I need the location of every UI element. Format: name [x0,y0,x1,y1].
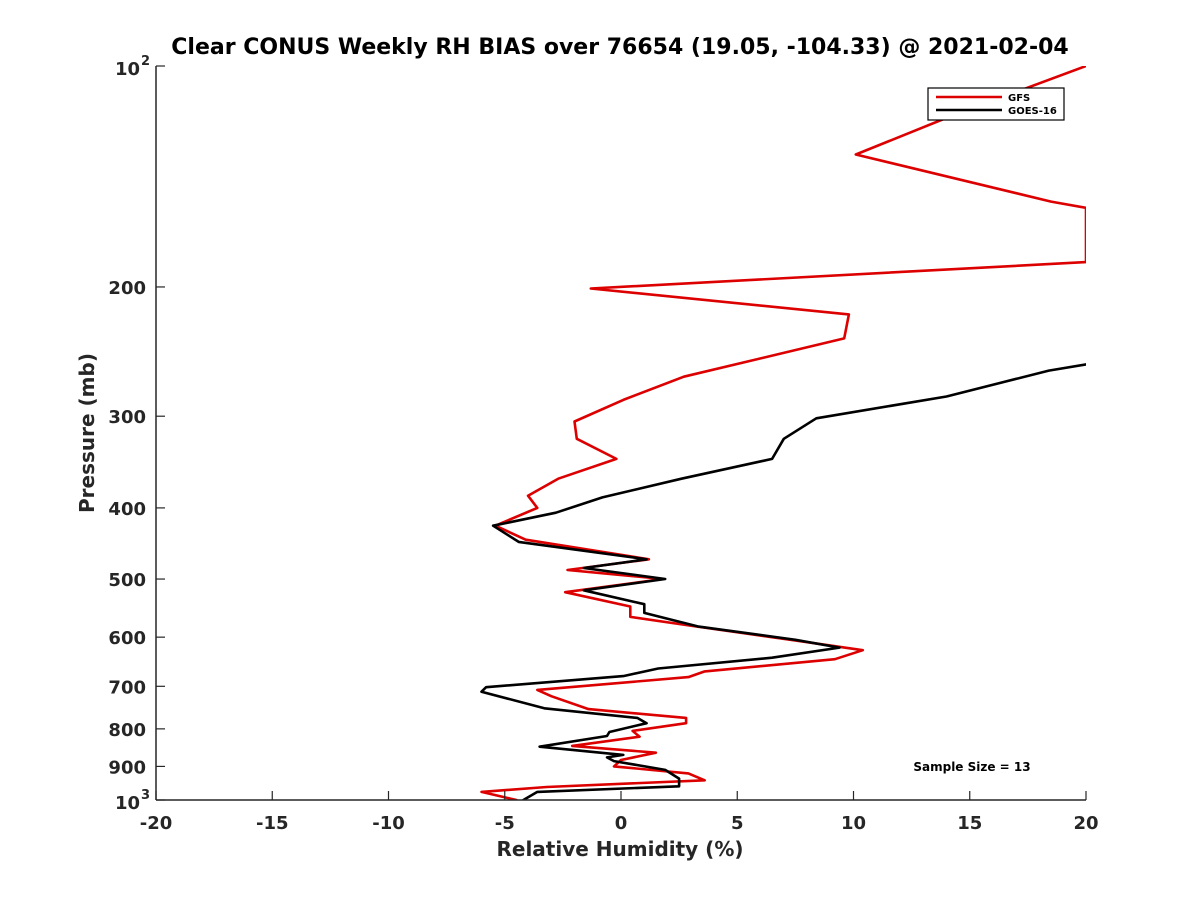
x-tick-label: -5 [495,813,515,834]
series-line-goes-16 [480,363,1086,800]
legend-label: GFS [1008,93,1030,104]
legend-label: GOES-16 [1008,106,1057,117]
y-tick-label: 10 [115,793,140,814]
x-tick-label: -15 [256,813,289,834]
y-tick-label: 300 [108,407,146,428]
y-tick-label: 200 [108,278,146,299]
x-tick-label: 20 [1073,813,1098,834]
y-tick-label: 800 [108,720,146,741]
y-tick-label: 900 [108,757,146,778]
x-axis-label: Relative Humidity (%) [496,837,743,861]
y-tick-label: 700 [108,677,146,698]
y-tick-exponent: 2 [141,54,150,69]
x-tick-label: 10 [841,813,866,834]
chart-title: Clear CONUS Weekly RH BIAS over 76654 (1… [171,35,1068,60]
y-tick-label: 500 [108,570,146,591]
x-tick-label: -20 [140,813,173,834]
legend-box [927,87,1065,121]
y-axis-label: Pressure (mb) [75,353,99,513]
x-tick-label: 15 [957,813,982,834]
y-tick-label: 10 [115,59,140,80]
y-tick-exponent: 3 [141,788,150,803]
x-tick-label: -10 [372,813,405,834]
x-tick-label: 0 [615,813,628,834]
series-line-gfs [480,66,1086,800]
y-tick-label: 600 [108,628,146,649]
x-tick-label: 5 [731,813,744,834]
sample-size-annotation: Sample Size = 13 [913,760,1030,774]
legend: GFS GOES-16 [927,87,1065,121]
y-tick-label: 400 [108,499,146,520]
series-layer [480,66,1086,800]
